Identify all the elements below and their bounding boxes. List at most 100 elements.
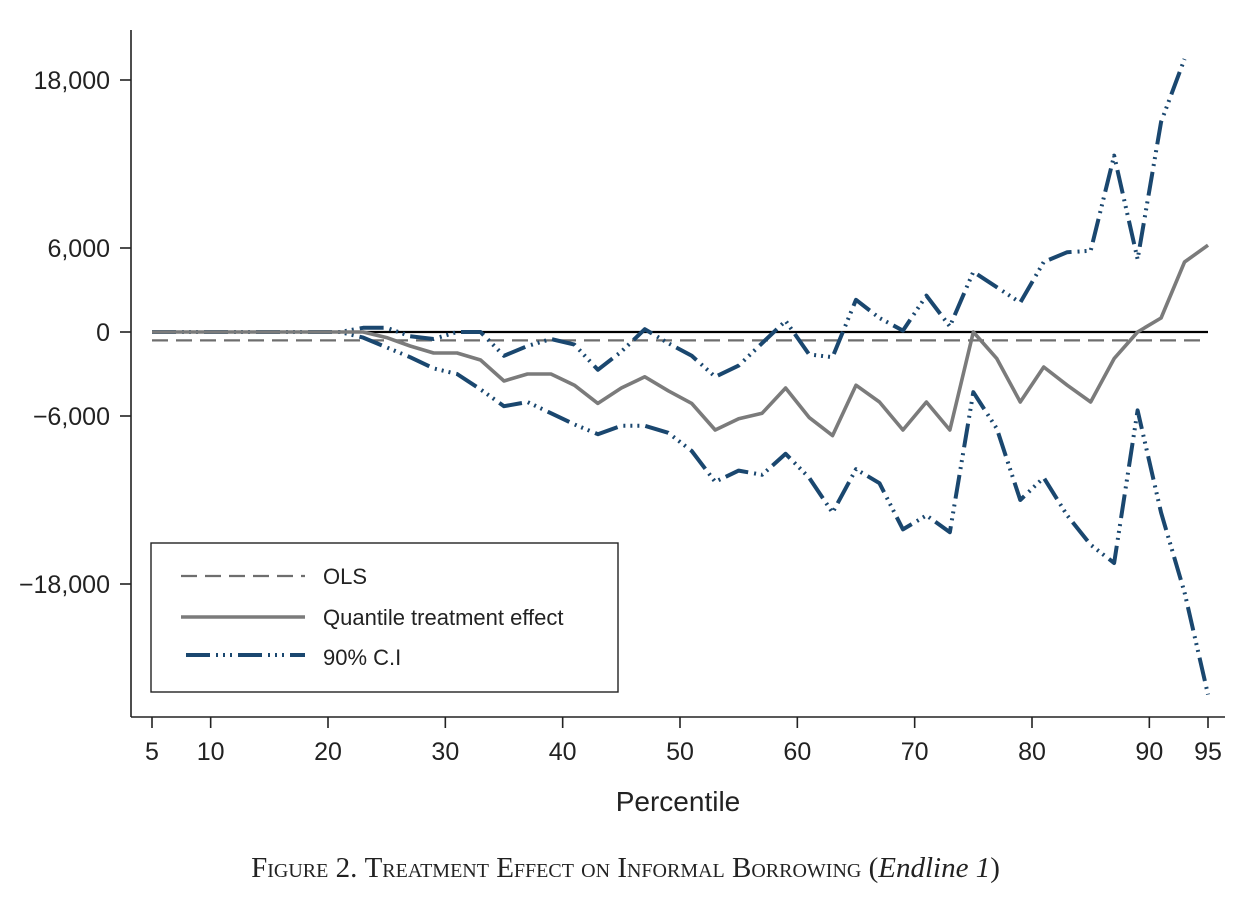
qte-point <box>995 357 998 360</box>
ci-lower-point <box>667 431 670 434</box>
x-tick-label: 10 <box>197 738 225 766</box>
ci-upper-point <box>1183 57 1186 60</box>
x-tick-label: 20 <box>314 738 342 766</box>
qte-point <box>432 351 435 354</box>
ci-lower-point <box>925 514 928 517</box>
qte-point <box>573 384 576 387</box>
qte-point <box>1066 384 1069 387</box>
ci-lower-point <box>1159 511 1162 514</box>
x-tick-label: 70 <box>901 738 929 766</box>
qte-point <box>925 400 928 403</box>
ci-upper-point <box>878 316 881 319</box>
ci-upper-point <box>737 364 740 367</box>
qte-point <box>714 428 717 431</box>
qte-point <box>1206 244 1209 247</box>
qte-point <box>807 416 810 419</box>
qte-point <box>385 336 388 339</box>
ci-lower-point <box>1019 498 1022 501</box>
ci-lower-point <box>1206 693 1209 696</box>
qte-point <box>1089 400 1092 403</box>
ci-lower-point <box>1136 409 1139 412</box>
ci-lower-point <box>315 330 318 333</box>
ci-lower-point <box>268 330 271 333</box>
ci-lower-point <box>854 468 857 471</box>
qte-point <box>409 344 412 347</box>
ci-lower-point <box>1066 514 1069 517</box>
ci-lower-point <box>197 330 200 333</box>
x-tick-label: 5 <box>145 738 159 766</box>
qte-point <box>455 351 458 354</box>
ci-lower-point <box>737 469 740 472</box>
ci-upper-point <box>925 294 928 297</box>
legend-label-ols: OLS <box>323 564 367 589</box>
ci-lower-point <box>714 480 717 483</box>
ci-upper-point <box>854 298 857 301</box>
ci-upper-point <box>479 330 482 333</box>
ci-upper-point <box>995 286 998 289</box>
ci-upper-point <box>455 330 458 333</box>
ci-lower-point <box>831 511 834 514</box>
ci-lower-point <box>784 452 787 455</box>
x-tick-label: 95 <box>1194 738 1222 766</box>
ci-lower-point <box>972 391 975 394</box>
x-ticks: 5 10 20 30 40 50 60 70 80 90 95 <box>145 717 1222 766</box>
qte-point <box>1042 365 1045 368</box>
ci-lower-point <box>455 372 458 375</box>
ci-upper-point <box>1019 301 1022 304</box>
ci-lower-point <box>409 356 412 359</box>
ci-lower-point <box>549 412 552 415</box>
ci-lower-point <box>573 423 576 426</box>
ci-upper-point <box>432 337 435 340</box>
ci-upper-point <box>1159 120 1162 123</box>
ci-upper-point <box>409 335 412 338</box>
ci-upper-point <box>784 319 787 322</box>
qte-point <box>620 386 623 389</box>
qte-point <box>526 372 529 375</box>
ci-lower-point <box>385 346 388 349</box>
x-tick-label: 50 <box>666 738 694 766</box>
qte-point <box>690 402 693 405</box>
qte-point <box>667 389 670 392</box>
ci-lower-point <box>596 433 599 436</box>
ci-upper-point <box>1113 154 1116 157</box>
qte-point <box>502 379 505 382</box>
ci-upper-point <box>1066 251 1069 254</box>
ci-upper-point <box>690 354 693 357</box>
ci-upper-point <box>620 350 623 353</box>
ci-lower-point <box>221 330 224 333</box>
qte-point <box>901 428 904 431</box>
ci-lower-point <box>479 388 482 391</box>
plot-area: 18,000 6,000 0 −6,000 −18,000 5 10 20 30 40 50 60 7… <box>19 30 1225 766</box>
ci-upper-point <box>948 325 951 328</box>
qte-point <box>1159 316 1162 319</box>
ci-lower-point <box>901 528 904 531</box>
qte-point <box>596 402 599 405</box>
ci-lower-point <box>1113 561 1116 564</box>
y-tick-label: −6,000 <box>33 403 110 431</box>
ci-lower-point <box>174 330 177 333</box>
caption-subtitle: Endline 1 <box>878 852 991 884</box>
ci-lower-point <box>1183 591 1186 594</box>
qte-point <box>831 434 834 437</box>
y-tick-label: 0 <box>96 319 110 347</box>
qte-point <box>854 384 857 387</box>
ci-upper-point <box>502 354 505 357</box>
ci-lower-point <box>244 330 247 333</box>
qte-point <box>948 428 951 431</box>
qte-point <box>643 375 646 378</box>
ci-lower-point <box>690 449 693 452</box>
ci-lower-point <box>643 424 646 427</box>
ci-upper-point <box>807 353 810 356</box>
qte-point <box>737 417 740 420</box>
qte-point <box>784 386 787 389</box>
x-tick-label: 60 <box>783 738 811 766</box>
ci-upper-point <box>1042 260 1045 263</box>
ci-upper-point <box>831 356 834 359</box>
ci-lower-point <box>995 427 998 430</box>
x-tick-label: 40 <box>549 738 577 766</box>
ci-lower-point <box>948 531 951 534</box>
ci-lower-point <box>620 424 623 427</box>
x-tick-label: 30 <box>431 738 459 766</box>
ci-lower-point <box>432 367 435 370</box>
ci-lower-point <box>291 330 294 333</box>
